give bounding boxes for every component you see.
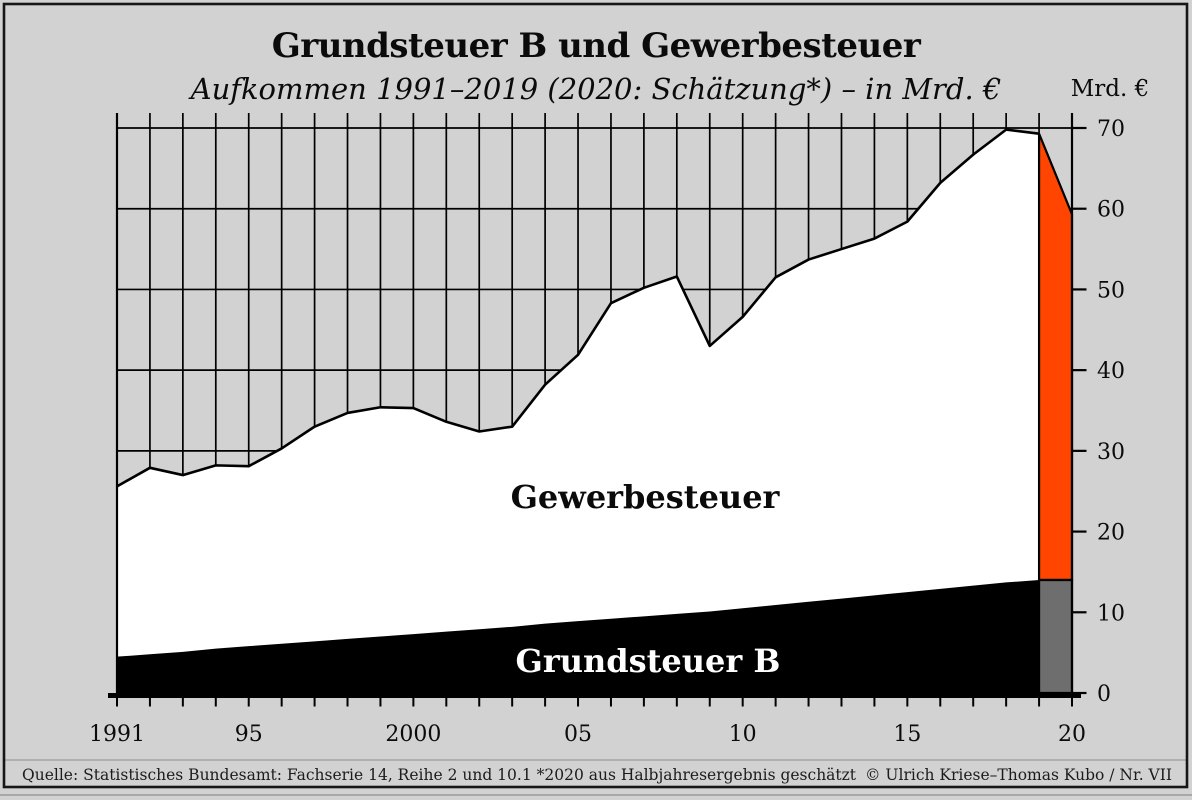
y-axis-tick-label: 10	[1097, 601, 1125, 626]
y-axis-tick-label: 50	[1097, 278, 1125, 303]
x-axis-tick-label: 2000	[385, 722, 441, 747]
chart-title: Grundsteuer B und Gewerbesteuer	[272, 26, 922, 66]
credit-text: © Ulrich Kriese–Thomas Kubo / Nr. VII	[865, 766, 1172, 784]
x-axis-tick-label: 15	[893, 722, 921, 747]
source-text: Quelle: Statistisches Bundesamt: Fachser…	[22, 766, 857, 784]
area-label-grundsteuer-b: Grundsteuer B	[516, 642, 781, 680]
chart-layers: 1991 95 2000 05 10 15 20 0 10 20 30 40 50 60 70	[89, 113, 1125, 747]
x-axis-tick-label: 20	[1058, 722, 1086, 747]
y-axis-unit-label: Mrd. €	[1071, 76, 1150, 102]
y-axis-tick-label: 70	[1097, 117, 1125, 142]
outer-frame-border	[2, 2, 1189, 789]
y-axis-tick-label: 30	[1097, 440, 1125, 465]
chart-subtitle: Aufkommen 1991–2019 (2020: Schätzung*) –…	[188, 72, 1002, 106]
x-axis-tick-label: 05	[564, 722, 592, 747]
gewerbesteuer-area	[117, 129, 1040, 694]
grundsteuer-b-area	[117, 580, 1040, 693]
x-axis-tick-label: 1991	[89, 722, 145, 747]
y-axis-tick-label: 60	[1097, 198, 1125, 223]
y-axis-tick-label: 20	[1097, 521, 1125, 546]
total-revenue-curve	[116, 128, 1040, 488]
x-axis-tick-label: 95	[235, 722, 263, 747]
x-axis-tick-label: 10	[729, 722, 757, 747]
y-axis-tick-label: 0	[1097, 682, 1111, 707]
y-axis-tick-label: 40	[1097, 359, 1125, 384]
grundsteuer-2020-estimate-bar	[1037, 578, 1074, 695]
area-label-gewerbesteuer: Gewerbesteuer	[511, 478, 781, 516]
gewerbesteuer-2020-estimate-bar	[1037, 133, 1074, 582]
